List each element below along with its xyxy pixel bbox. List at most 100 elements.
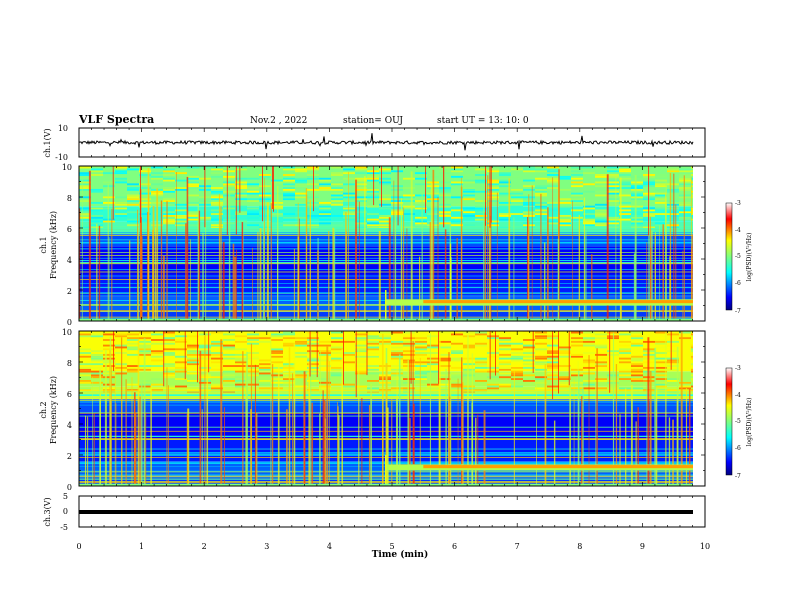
spectrogram-cell bbox=[103, 344, 115, 347]
spectrogram-cell bbox=[187, 203, 199, 206]
spectrogram-cell bbox=[631, 209, 643, 212]
spectrogram-cell bbox=[463, 181, 475, 184]
spectrogram-cell bbox=[619, 370, 631, 373]
spectrogram-cell bbox=[571, 374, 583, 377]
spectrogram-cell bbox=[367, 342, 379, 345]
spectrogram-cell bbox=[247, 333, 259, 336]
spectrogram-cell bbox=[235, 213, 247, 215]
spectrogram-cell bbox=[487, 355, 499, 358]
spectrogram-cell bbox=[367, 346, 379, 349]
spectrogram-cell bbox=[379, 374, 391, 377]
spectrogram-cell bbox=[451, 346, 463, 349]
spectrogram-cell bbox=[475, 181, 487, 184]
spectrogram-cell bbox=[211, 387, 223, 390]
spectrogram-cell bbox=[235, 205, 247, 208]
spectrogram-cell bbox=[259, 194, 271, 197]
spectrogram-cell bbox=[499, 363, 511, 366]
spectrogram-cell bbox=[295, 177, 307, 180]
spectrogram-cell bbox=[295, 211, 307, 214]
spectrogram-cell bbox=[487, 192, 499, 195]
spectrogram-cell bbox=[667, 333, 679, 336]
spectrogram-cell bbox=[499, 385, 511, 388]
spectrogram-cell bbox=[487, 168, 499, 171]
spectrogram-cell bbox=[79, 381, 91, 384]
spectrogram-cell bbox=[631, 370, 643, 373]
spectrogram-cell bbox=[271, 346, 283, 349]
spectrogram-cell bbox=[103, 359, 115, 362]
spectrogram-cell bbox=[223, 379, 235, 382]
spectrogram-cell bbox=[571, 177, 583, 180]
spectrogram-cell bbox=[535, 357, 547, 360]
spectrogram-cell bbox=[619, 220, 631, 223]
spectrogram-cell bbox=[403, 353, 415, 356]
spectrogram-cell bbox=[607, 183, 619, 186]
spectrogram-cell bbox=[343, 168, 355, 171]
time-axis-label: Time (min) bbox=[372, 549, 429, 560]
spectrogram-cell bbox=[631, 374, 643, 377]
spectrogram-cell bbox=[283, 174, 295, 176]
spectrogram-cell bbox=[139, 213, 151, 215]
spectrogram-cell bbox=[451, 359, 463, 362]
spectrogram-cell bbox=[223, 344, 235, 347]
spectrogram-cell bbox=[415, 216, 427, 219]
spectrogram-cell bbox=[103, 372, 115, 375]
spectrogram-cell bbox=[571, 198, 583, 201]
spectrogram-cell bbox=[559, 224, 571, 227]
spectrogram-cell bbox=[571, 201, 583, 204]
spectrogram-cell bbox=[139, 187, 151, 189]
spectrogram-cell bbox=[115, 198, 127, 201]
spectrogram-cell bbox=[163, 168, 175, 171]
spectrogram-cell bbox=[391, 353, 403, 356]
spectrogram-cell bbox=[247, 355, 259, 358]
spectrogram-cell bbox=[583, 342, 595, 345]
spectrogram-cell bbox=[163, 374, 175, 377]
ch1-colorbar bbox=[725, 202, 733, 311]
spectrogram-cell bbox=[91, 216, 103, 219]
spectrogram-cell bbox=[631, 187, 643, 189]
spectrogram-cell bbox=[211, 196, 223, 199]
spectrogram-cell bbox=[607, 216, 619, 219]
spectrogram-cell bbox=[679, 183, 691, 186]
spectrogram-cell bbox=[535, 183, 547, 186]
spectrogram-cell bbox=[235, 348, 247, 351]
spectrogram-cell bbox=[163, 342, 175, 345]
spectrogram-cell bbox=[595, 174, 607, 176]
spectrogram-cell bbox=[679, 196, 691, 199]
spectrogram-cell bbox=[139, 331, 151, 334]
spectrogram-cell bbox=[523, 366, 535, 369]
spectrogram-cell bbox=[511, 378, 523, 380]
spectrogram-cell bbox=[211, 385, 223, 388]
spectrogram-cell bbox=[691, 383, 693, 386]
spectrogram-cell bbox=[235, 340, 247, 343]
spectrogram-cell bbox=[475, 333, 487, 336]
spectrogram-cell bbox=[451, 209, 463, 212]
spectrogram-cell bbox=[667, 211, 679, 214]
spectrogram-cell bbox=[139, 198, 151, 201]
spectrogram-cell bbox=[451, 372, 463, 375]
spectrogram-cell bbox=[619, 344, 631, 347]
spectrogram-cell bbox=[631, 185, 643, 188]
spectrogram-cell bbox=[667, 344, 679, 347]
spectrogram-cell bbox=[247, 365, 259, 367]
spectrogram-cell bbox=[379, 203, 391, 206]
spectrogram-cell bbox=[271, 370, 283, 373]
spectrogram-cell bbox=[271, 205, 283, 208]
spectrogram-cell bbox=[259, 368, 271, 371]
spectrogram-cell bbox=[319, 181, 331, 184]
spectrogram-cell bbox=[499, 185, 511, 188]
spectrogram-cell bbox=[247, 337, 259, 340]
spectrogram-cell bbox=[319, 213, 331, 215]
spectrogram-cell bbox=[487, 198, 499, 201]
spectrogram-cell bbox=[343, 361, 355, 364]
spectrogram-cell bbox=[595, 214, 607, 217]
spectrogram-cell bbox=[451, 333, 463, 336]
spectrogram-cell bbox=[259, 372, 271, 375]
spectrogram-cell bbox=[331, 224, 343, 227]
spectrogram-cell bbox=[523, 350, 535, 353]
spectrogram-cell bbox=[91, 188, 103, 191]
spectrogram-cell bbox=[523, 188, 535, 191]
spectrogram-cell bbox=[367, 174, 379, 176]
spectrogram-cell bbox=[619, 170, 631, 173]
spectrogram-cell bbox=[319, 350, 331, 353]
spectrogram-cell bbox=[367, 187, 379, 189]
